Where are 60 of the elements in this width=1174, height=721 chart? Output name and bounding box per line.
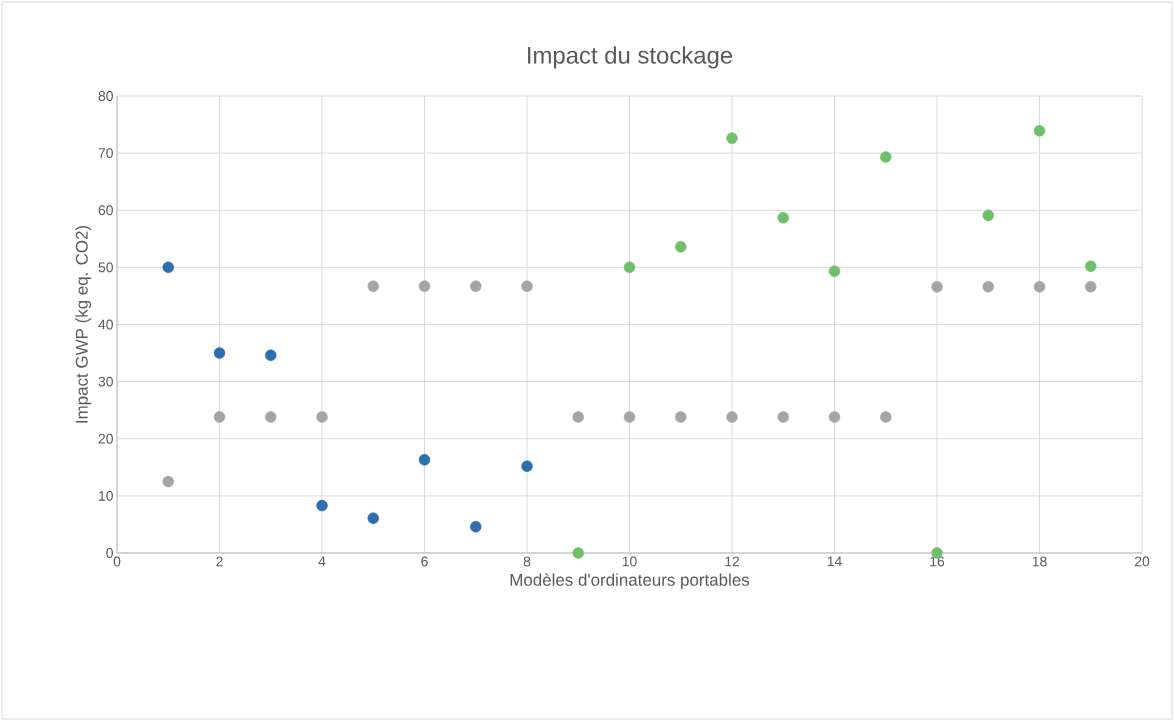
point [1033,281,1046,293]
x-tick-label: 12 [725,556,740,567]
point [1085,260,1097,272]
point [726,132,738,144]
x-tick-label: 4 [318,556,326,567]
y-tick-label: 40 [98,319,113,330]
point [572,547,584,559]
point [880,151,892,163]
y-tick-label: 10 [99,490,113,501]
y-tick-label: 80 [98,91,113,101]
point [1085,281,1097,293]
y-tick-label: 20 [98,433,113,444]
point [162,475,174,488]
x-tick-label: 0 [113,556,121,567]
x-tick-label: 8 [523,556,531,567]
point [623,261,636,274]
point [265,349,277,362]
point [828,411,841,423]
x-tick-label: 18 [1032,556,1047,567]
point [316,411,328,423]
point [982,209,994,222]
point [470,521,482,533]
point [726,411,738,423]
point [213,411,226,423]
point [367,280,379,292]
point [675,411,687,423]
x-axis-title: Modèles d'ordinateurs portables [510,573,750,590]
y-tick-label: 30 [98,376,113,387]
x-tick-label: 16 [930,556,945,567]
point [418,454,431,466]
point [316,499,328,512]
chart-title: Impact du stockage [528,46,733,69]
x-tick-label: 20 [1134,556,1150,567]
y-axis-title: Impact GWP (kg eq. CO2) [75,225,92,423]
point [931,281,943,293]
y-tick-label: 70 [98,148,113,159]
point [367,512,379,524]
point [777,411,789,423]
point [982,281,994,293]
x-tick-label: 10 [622,556,637,567]
point [265,411,277,423]
point [418,280,431,292]
point [572,411,584,423]
y-tick-label: 0 [106,548,113,558]
x-tick-label: 14 [827,556,842,567]
point [828,265,841,278]
x-tick-label: 2 [216,556,223,567]
point [162,261,174,274]
x-tick-label: 6 [421,556,428,567]
point [470,280,482,292]
point [521,460,533,472]
point [777,211,789,224]
point [880,411,892,423]
point [623,411,636,423]
y-tick-label: 60 [98,205,113,216]
y-tick-label: 50 [98,262,113,273]
point [675,241,687,253]
point [1033,125,1046,137]
point [213,347,226,359]
point [521,280,533,292]
